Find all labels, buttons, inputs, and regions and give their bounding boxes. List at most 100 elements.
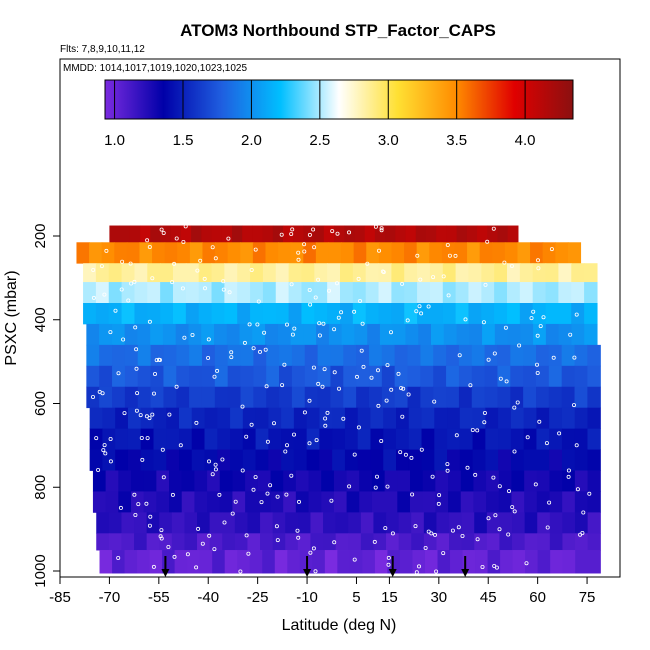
band-cell bbox=[166, 407, 180, 430]
sample-dot bbox=[531, 309, 536, 314]
band-cell bbox=[279, 344, 293, 367]
band-cell bbox=[293, 225, 305, 243]
band-cell bbox=[357, 428, 372, 450]
sample-dot bbox=[326, 288, 331, 293]
band-cell bbox=[255, 407, 269, 430]
band-cell bbox=[497, 225, 509, 243]
band-cell bbox=[429, 282, 444, 304]
band-cell bbox=[549, 407, 563, 430]
band-cell bbox=[147, 282, 161, 304]
sample-dot bbox=[313, 569, 318, 574]
band-cell bbox=[420, 365, 434, 388]
x-tick-label: -70 bbox=[99, 589, 121, 606]
colorbar-tick-label: 1.0 bbox=[104, 132, 125, 149]
band-cell bbox=[268, 407, 282, 430]
band-cell bbox=[174, 550, 188, 574]
sample-dot bbox=[541, 315, 546, 320]
sample-dot bbox=[265, 439, 270, 444]
sample-dot bbox=[413, 524, 418, 529]
sample-dot bbox=[296, 499, 301, 504]
colorbar-tick-label: 2.5 bbox=[309, 132, 330, 149]
band-cell bbox=[242, 449, 257, 471]
band-cell bbox=[323, 533, 337, 551]
band-cell bbox=[384, 491, 398, 513]
band-cell bbox=[410, 491, 424, 513]
band-cell bbox=[424, 550, 439, 574]
sample-dot bbox=[128, 261, 133, 266]
data-bands bbox=[76, 225, 601, 574]
band-cell bbox=[458, 386, 473, 409]
band-cell bbox=[253, 386, 267, 409]
band-cell bbox=[237, 263, 251, 283]
band-cell bbox=[466, 225, 478, 243]
dates-note: MMDD: 1014,1017,1019,1020,1023,1025 bbox=[63, 63, 247, 74]
band-cell bbox=[333, 491, 348, 513]
band-cell bbox=[230, 428, 244, 450]
band-cell bbox=[147, 263, 161, 283]
band-cell bbox=[198, 263, 213, 283]
band-cell bbox=[312, 550, 326, 574]
sample-dot bbox=[102, 292, 107, 297]
sample-dot bbox=[116, 556, 121, 561]
sample-dot bbox=[284, 492, 289, 497]
band-cell bbox=[561, 407, 576, 430]
sample-dot bbox=[515, 400, 520, 405]
x-tick-label: 45 bbox=[480, 589, 497, 606]
sample-dot bbox=[213, 256, 218, 261]
sample-dot bbox=[373, 224, 378, 229]
band bbox=[86, 365, 601, 388]
sample-dot bbox=[233, 499, 238, 504]
band-cell bbox=[153, 428, 167, 450]
sample-dot bbox=[174, 236, 179, 241]
sample-dot bbox=[144, 414, 149, 419]
band-cell bbox=[447, 407, 461, 430]
band-cell bbox=[297, 512, 312, 534]
band-cell bbox=[360, 533, 375, 551]
band-cell bbox=[370, 428, 384, 450]
sample-dot bbox=[374, 474, 379, 479]
band-cell bbox=[471, 386, 486, 409]
band-cell bbox=[486, 470, 500, 492]
band-cell bbox=[99, 365, 113, 388]
flight-arrows bbox=[161, 556, 470, 577]
sample-dot bbox=[356, 276, 361, 281]
band-cell bbox=[209, 512, 223, 534]
band-cell bbox=[265, 323, 279, 346]
sample-dot bbox=[291, 432, 296, 437]
band bbox=[109, 225, 519, 243]
sample-dot bbox=[535, 370, 540, 375]
band-cell bbox=[268, 428, 282, 450]
band-cell bbox=[456, 225, 468, 243]
sample-dot bbox=[196, 526, 201, 531]
sample-dot bbox=[198, 258, 203, 263]
band-cell bbox=[150, 323, 164, 346]
sample-dot bbox=[289, 231, 294, 236]
sample-dot bbox=[369, 375, 374, 380]
band-cell bbox=[498, 449, 512, 471]
band-cell bbox=[172, 282, 187, 304]
band-cell bbox=[191, 407, 206, 430]
band-cell bbox=[360, 512, 375, 534]
sample-dot bbox=[147, 523, 152, 528]
sample-dot bbox=[159, 528, 164, 533]
band-cell bbox=[434, 449, 448, 471]
band-cell bbox=[435, 470, 449, 492]
band-cell bbox=[472, 407, 486, 430]
band-cell bbox=[181, 470, 195, 492]
band-cell bbox=[159, 533, 173, 551]
sample-dot bbox=[145, 436, 150, 441]
sample-dot bbox=[148, 514, 153, 519]
sample-dot bbox=[282, 362, 287, 367]
sample-dot bbox=[284, 443, 289, 448]
band-cell bbox=[160, 282, 174, 304]
sample-dot bbox=[434, 569, 439, 574]
sample-dot bbox=[456, 525, 461, 530]
sample-dot bbox=[429, 531, 434, 536]
band-cell bbox=[447, 428, 461, 450]
sample-dot bbox=[475, 428, 480, 433]
band-cell bbox=[431, 323, 445, 346]
band-cell bbox=[468, 282, 482, 304]
band-cell bbox=[146, 512, 160, 534]
band-cell bbox=[262, 303, 277, 325]
sample-dot bbox=[529, 316, 534, 321]
